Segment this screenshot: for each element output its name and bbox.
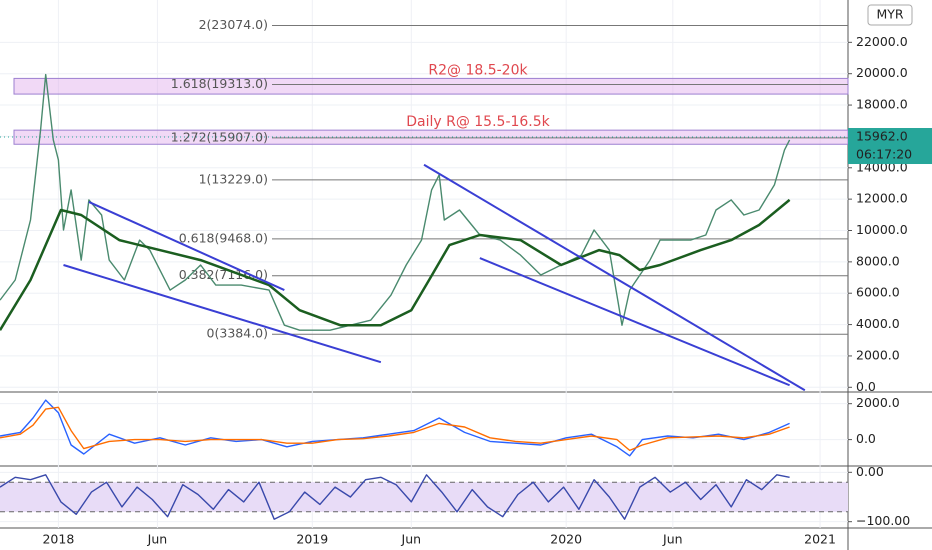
currency-label: MYR: [876, 7, 903, 22]
trendline: [423, 163, 806, 392]
series-line: [0, 406, 790, 452]
currency-box: [867, 4, 913, 26]
resistance-zone: [13, 129, 849, 145]
band-fill: [0, 482, 848, 512]
y-tick-label: 0.00: [856, 464, 884, 479]
x-tick-label: Jun: [147, 532, 168, 547]
countdown: 06:17:20: [856, 147, 912, 162]
fib-label: 1(13229.0): [199, 171, 268, 186]
fib-label: 0(3384.0): [207, 326, 268, 341]
y-tick-label: 8000.0: [856, 253, 900, 268]
x-tick-label: 2019: [296, 532, 328, 547]
y-tick-label: 0.0: [856, 431, 876, 446]
x-tick-label: Jun: [401, 532, 422, 547]
fib-label: 1.272(15907.0): [171, 129, 268, 144]
y-tick-label: 2000.0: [856, 395, 900, 410]
series-line: [0, 399, 790, 457]
y-tick-label: 22000.0: [856, 34, 908, 49]
resistance-zone: [13, 77, 849, 95]
trendline: [479, 257, 790, 387]
last-price-label: 15962.0: [856, 129, 908, 144]
fib-label: 1.618(19313.0): [171, 76, 268, 91]
y-tick-label: 12000.0: [856, 191, 908, 206]
x-tick-label: Jun: [662, 532, 683, 547]
y-tick-label: 0.0: [856, 379, 876, 394]
y-tick-label: −100.00: [856, 513, 910, 528]
y-tick-label: 18000.0: [856, 97, 908, 112]
y-tick-label: 20000.0: [856, 65, 908, 80]
x-tick-label: 2020: [550, 532, 582, 547]
fib-label: 0.382(7116.0): [179, 267, 268, 282]
x-tick-label: 2018: [42, 532, 74, 547]
fib-label: 0.618(9468.0): [179, 230, 268, 245]
series-line: [0, 73, 791, 331]
y-tick-label: 6000.0: [856, 285, 900, 300]
series-line: [0, 198, 791, 331]
y-tick-label: 2000.0: [856, 347, 900, 362]
trendline: [88, 201, 285, 291]
series-line: [0, 474, 790, 520]
zone-label: R2@ 18.5-20k: [428, 62, 528, 78]
fib-label: 2(23074.0): [199, 17, 268, 32]
zone-label: Daily R@ 15.5-16.5k: [406, 114, 550, 130]
y-tick-label: 10000.0: [856, 222, 908, 237]
last-price-box: [848, 128, 932, 165]
y-tick-label: 4000.0: [856, 316, 900, 331]
trendline: [63, 264, 382, 364]
x-tick-label: 2021: [804, 532, 836, 547]
